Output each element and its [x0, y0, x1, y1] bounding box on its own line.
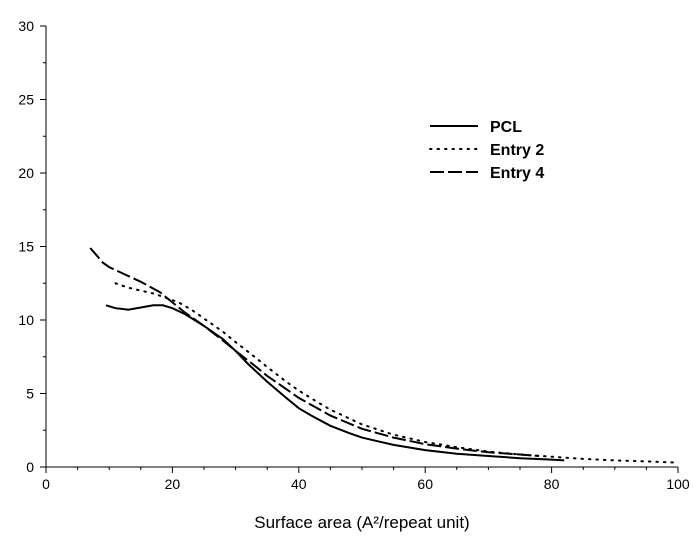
y-tick-label: 5 — [26, 386, 34, 402]
legend-label-entry-2: Entry 2 — [490, 142, 544, 159]
y-tick-label: 10 — [18, 312, 34, 328]
x-tick-label: 20 — [165, 476, 181, 492]
x-tick-label: 80 — [544, 476, 560, 492]
y-ticks: 0 5 10 15 20 25 30 — [18, 18, 46, 475]
x-tick-label: 100 — [666, 476, 690, 492]
x-axis-title: Surface area (A²/repeat unit) — [254, 513, 469, 532]
axes — [45, 26, 678, 468]
legend-label-pcl: PCL — [490, 119, 522, 136]
legend: PCL Entry 2 Entry 4 — [429, 119, 544, 182]
x-tick-label: 60 — [417, 476, 433, 492]
series-line-pcl — [105, 304, 565, 462]
y-tick-label: 15 — [18, 239, 34, 255]
x-tick-label: 40 — [291, 476, 307, 492]
series-line-entry-2 — [114, 282, 679, 464]
series-layer — [89, 247, 679, 464]
y-tick-label: 0 — [26, 459, 34, 475]
x-tick-label: 0 — [42, 476, 50, 492]
y-tick-label: 20 — [18, 165, 34, 181]
legend-label-entry-4: Entry 4 — [490, 165, 544, 182]
y-tick-label: 25 — [18, 92, 34, 108]
x-ticks: 0 20 40 60 80 100 — [42, 467, 690, 492]
series-line-entry-4 — [89, 247, 540, 457]
y-tick-label: 30 — [18, 18, 34, 34]
